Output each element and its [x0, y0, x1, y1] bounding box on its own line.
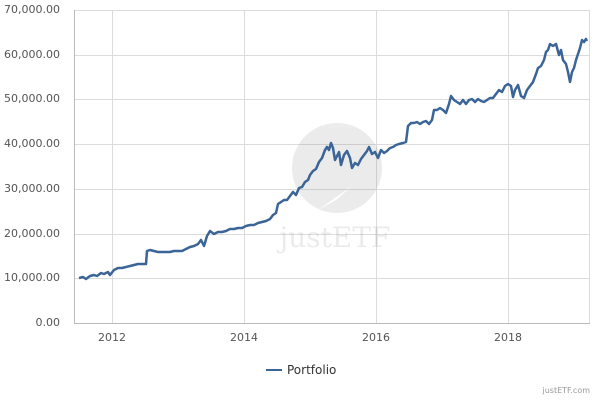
x-tick-2016: 2016 [362, 331, 390, 344]
y-tick-10000: 10,000.00 [4, 271, 60, 284]
y-tick-20000: 20,000.00 [4, 227, 60, 240]
legend-swatch-icon [266, 369, 282, 371]
y-tick-40000: 40,000.00 [4, 137, 60, 150]
y-tick-0: 0.00 [35, 316, 61, 329]
svg-text:justETF: justETF [277, 221, 391, 254]
x-tick-2014: 2014 [230, 331, 258, 344]
portfolio-line [78, 37, 589, 281]
y-tick-60000: 60,000.00 [4, 48, 60, 61]
y-tick-50000: 50,000.00 [4, 92, 60, 105]
x-tick-2012: 2012 [98, 331, 126, 344]
legend-label: Portfolio [287, 363, 337, 377]
legend-item-portfolio[interactable]: Portfolio [266, 363, 336, 377]
watermark-logo-icon: justETF [277, 123, 391, 254]
y-tick-70000: 70,000.00 [4, 3, 60, 16]
y-tick-30000: 30,000.00 [4, 182, 60, 195]
gridlines [74, 10, 590, 323]
x-tick-2018: 2018 [494, 331, 522, 344]
credit-link[interactable]: justETF.com [542, 386, 590, 395]
